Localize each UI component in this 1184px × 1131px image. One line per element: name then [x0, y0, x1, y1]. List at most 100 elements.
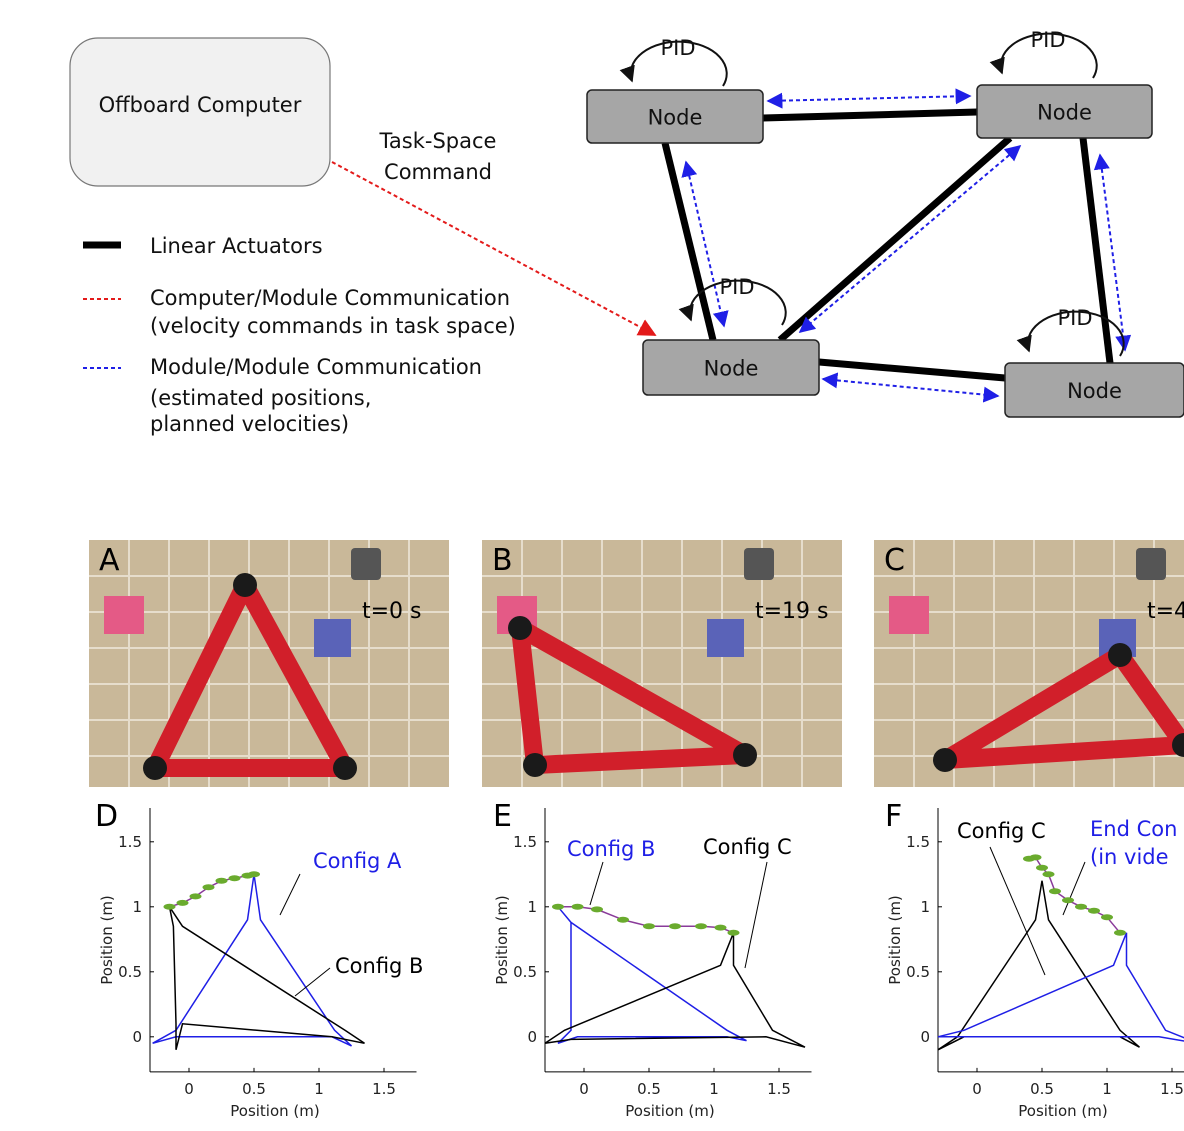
plot: 00.511.500.511.5Position (m)Position (m)…: [885, 799, 1184, 1120]
config-label: Config A: [313, 849, 402, 873]
velocity-marker: [1043, 871, 1055, 877]
robot-node: [523, 753, 547, 777]
blue-target: [314, 619, 351, 657]
node-label: Node: [1067, 379, 1122, 403]
panel-letter: A: [99, 543, 120, 578]
x-tick-label: 0.5: [242, 1080, 266, 1098]
panel-letter: B: [492, 543, 513, 578]
x-tick-label: 1.5: [372, 1080, 396, 1098]
config-label: End Con: [1090, 817, 1177, 841]
leader-line: [280, 874, 300, 915]
velocity-marker: [190, 893, 202, 899]
y-tick-label: 1.5: [513, 833, 537, 851]
velocity-marker: [728, 930, 740, 936]
y-axis-title: Position (m): [493, 895, 511, 985]
y-tick-label: 1: [920, 898, 930, 916]
y-tick-label: 0.5: [906, 963, 930, 981]
velocity-marker: [715, 925, 727, 931]
pid-label: PID: [1030, 28, 1065, 52]
time-label: t=0 s: [362, 599, 422, 624]
velocity-marker: [1036, 865, 1048, 871]
velocity-marker: [572, 904, 584, 910]
velocity-marker: [203, 884, 215, 890]
plots: 0 0.5 1 1.5 0 0.5 1 1.5 Position (m) Position (m)…: [95, 799, 1184, 1120]
config-label: Config C: [957, 819, 1046, 843]
x-axis-title: Position (m): [230, 1102, 320, 1120]
velocity-marker: [216, 878, 228, 884]
plot: 00.511.500.511.5Position (m)Position (m)…: [493, 799, 812, 1120]
photo: At=0 s: [89, 540, 449, 787]
y-tick-label: 1: [132, 898, 142, 916]
pid-label: PID: [660, 36, 695, 60]
legend-label: Computer/Module Communication: [150, 286, 510, 310]
panel-letter: C: [884, 543, 905, 578]
x-tick-label: 1.5: [767, 1080, 791, 1098]
photo: Ct=4: [874, 540, 1184, 787]
computer-label: Offboard Computer: [99, 93, 302, 117]
velocity-marker: [1062, 897, 1074, 903]
velocity-marker: [643, 923, 655, 929]
config-label: Config C: [703, 835, 792, 859]
x-tick-label: 1: [1102, 1080, 1112, 1098]
y-tick-label: 0.5: [513, 963, 537, 981]
y-tick-label: 0.5: [118, 963, 142, 981]
velocity-marker: [177, 900, 189, 906]
robot-node: [143, 756, 167, 780]
config-outline: [545, 933, 805, 1047]
actuators: [665, 112, 1110, 378]
x-tick-label: 0: [184, 1080, 194, 1098]
robot-node: [933, 748, 957, 772]
velocity-marker: [1049, 888, 1061, 894]
config-label: Config B: [567, 837, 655, 861]
time-label: t=19 s: [755, 599, 829, 624]
legend-label: (estimated positions,: [150, 386, 371, 410]
robot-node: [1108, 643, 1132, 667]
velocity-marker: [617, 917, 629, 923]
config-label: (in vide: [1090, 845, 1169, 869]
panel-letter: D: [95, 799, 118, 834]
x-axis-title: Position (m): [1018, 1102, 1108, 1120]
node-label: Node: [704, 357, 759, 381]
x-tick-label: 0: [579, 1080, 589, 1098]
leader-line: [295, 968, 330, 996]
robot-node: [733, 743, 757, 767]
command-label: Command: [384, 160, 492, 184]
x-axis-title: Position (m): [625, 1102, 715, 1120]
y-tick-label: 1.5: [118, 833, 142, 851]
legend-label: (velocity commands in task space): [150, 314, 516, 338]
command-label: Task-Space: [379, 129, 497, 153]
robot-node: [508, 616, 532, 640]
node-label: Node: [1037, 101, 1092, 125]
blue-target: [707, 619, 744, 657]
legend-label: Linear Actuators: [150, 234, 323, 258]
node-label: Node: [648, 106, 703, 130]
pid-label: PID: [719, 275, 754, 299]
config-label: Config B: [335, 954, 423, 978]
panel-letter: F: [885, 799, 902, 834]
legend-label: planned velocities): [150, 412, 349, 436]
leader-line: [590, 862, 603, 905]
velocity-marker: [1030, 854, 1042, 860]
y-tick-label: 0: [920, 1028, 930, 1046]
velocity-marker: [552, 904, 564, 910]
x-tick-label: 1.5: [1160, 1080, 1184, 1098]
velocity-marker: [591, 906, 603, 912]
velocity-marker: [669, 923, 681, 929]
config-outline: [938, 881, 1140, 1050]
config-outline: [938, 933, 1184, 1044]
panel-letter: E: [493, 799, 512, 834]
legend-label: Module/Module Communication: [150, 355, 482, 379]
robot-node: [233, 573, 257, 597]
photos: At=0 s Bt=19 s Ct=4: [89, 540, 1184, 787]
velocity-marker: [164, 904, 176, 910]
pid-label: PID: [1057, 306, 1092, 330]
velocity-marker: [229, 875, 241, 881]
y-axis-title: Position (m): [886, 895, 904, 985]
y-tick-label: 0: [132, 1028, 142, 1046]
x-tick-label: 0: [972, 1080, 982, 1098]
trajectory: [558, 907, 734, 933]
x-tick-label: 0.5: [637, 1080, 661, 1098]
leader-line: [745, 862, 767, 968]
x-tick-label: 1: [314, 1080, 324, 1098]
